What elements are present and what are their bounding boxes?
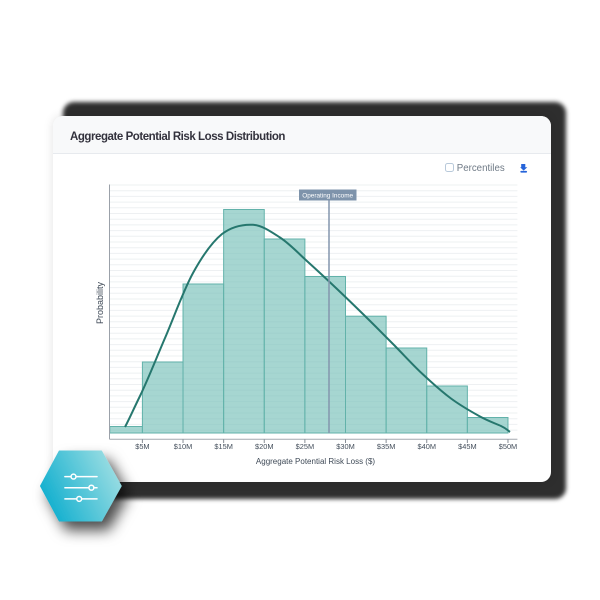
svg-text:$35M: $35M (377, 442, 396, 451)
svg-text:$25M: $25M (296, 442, 315, 451)
svg-text:Aggregate Potential Risk Loss: Aggregate Potential Risk Loss ($) (256, 457, 376, 466)
svg-text:$40M: $40M (417, 442, 436, 451)
svg-text:$50M: $50M (499, 442, 518, 451)
svg-text:$30M: $30M (336, 442, 355, 451)
svg-text:Operating Income: Operating Income (302, 192, 353, 199)
svg-text:$5M: $5M (135, 442, 149, 451)
svg-text:$20M: $20M (255, 442, 274, 451)
svg-text:Probability: Probability (95, 281, 105, 324)
svg-text:$15M: $15M (214, 442, 233, 451)
svg-text:$10M: $10M (174, 442, 193, 451)
svg-text:$45M: $45M (458, 442, 477, 451)
